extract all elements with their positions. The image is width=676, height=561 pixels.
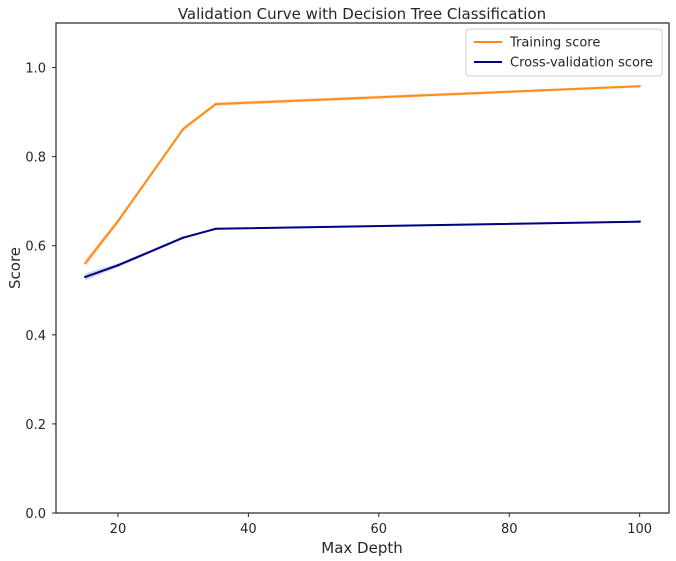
y-tick-label: 1.0 (25, 62, 46, 77)
x-axis-ticks: 20 40 60 80 100 (110, 513, 652, 537)
data-point (181, 236, 185, 239)
legend: Training score Cross-validation score (465, 28, 663, 77)
data-point (84, 275, 87, 279)
data-point (116, 220, 120, 223)
legend-label-training: Training score (509, 36, 600, 51)
y-axis-label: Score (6, 247, 24, 289)
plot-frame (55, 22, 670, 514)
data-point (181, 127, 185, 131)
y-tick-label: 0.8 (25, 151, 46, 166)
x-tick-label: 40 (240, 522, 257, 537)
x-tick-label: 20 (110, 522, 127, 537)
y-tick-label: 0.4 (25, 329, 46, 344)
x-tick-label: 60 (371, 522, 388, 537)
y-tick-label: 0.6 (25, 240, 46, 255)
data-point (214, 102, 217, 106)
data-point (116, 264, 120, 267)
legend-box (465, 28, 663, 77)
data-point (638, 85, 641, 88)
x-tick-label: 80 (501, 522, 518, 537)
data-point (84, 261, 87, 265)
y-tick-label: 0.2 (25, 418, 46, 433)
series-lines (84, 85, 641, 279)
x-axis-label: Max Depth (321, 539, 402, 557)
legend-label-cross-validation: Cross-validation score (510, 56, 653, 71)
y-tick-label: 0.0 (25, 507, 46, 522)
data-point (214, 227, 217, 230)
data-point (638, 220, 641, 223)
chart-title: Validation Curve with Decision Tree Clas… (178, 5, 546, 23)
y-axis-ticks: 0.0 0.2 0.4 0.6 0.8 1.0 (25, 62, 56, 522)
x-tick-label: 100 (627, 522, 652, 537)
